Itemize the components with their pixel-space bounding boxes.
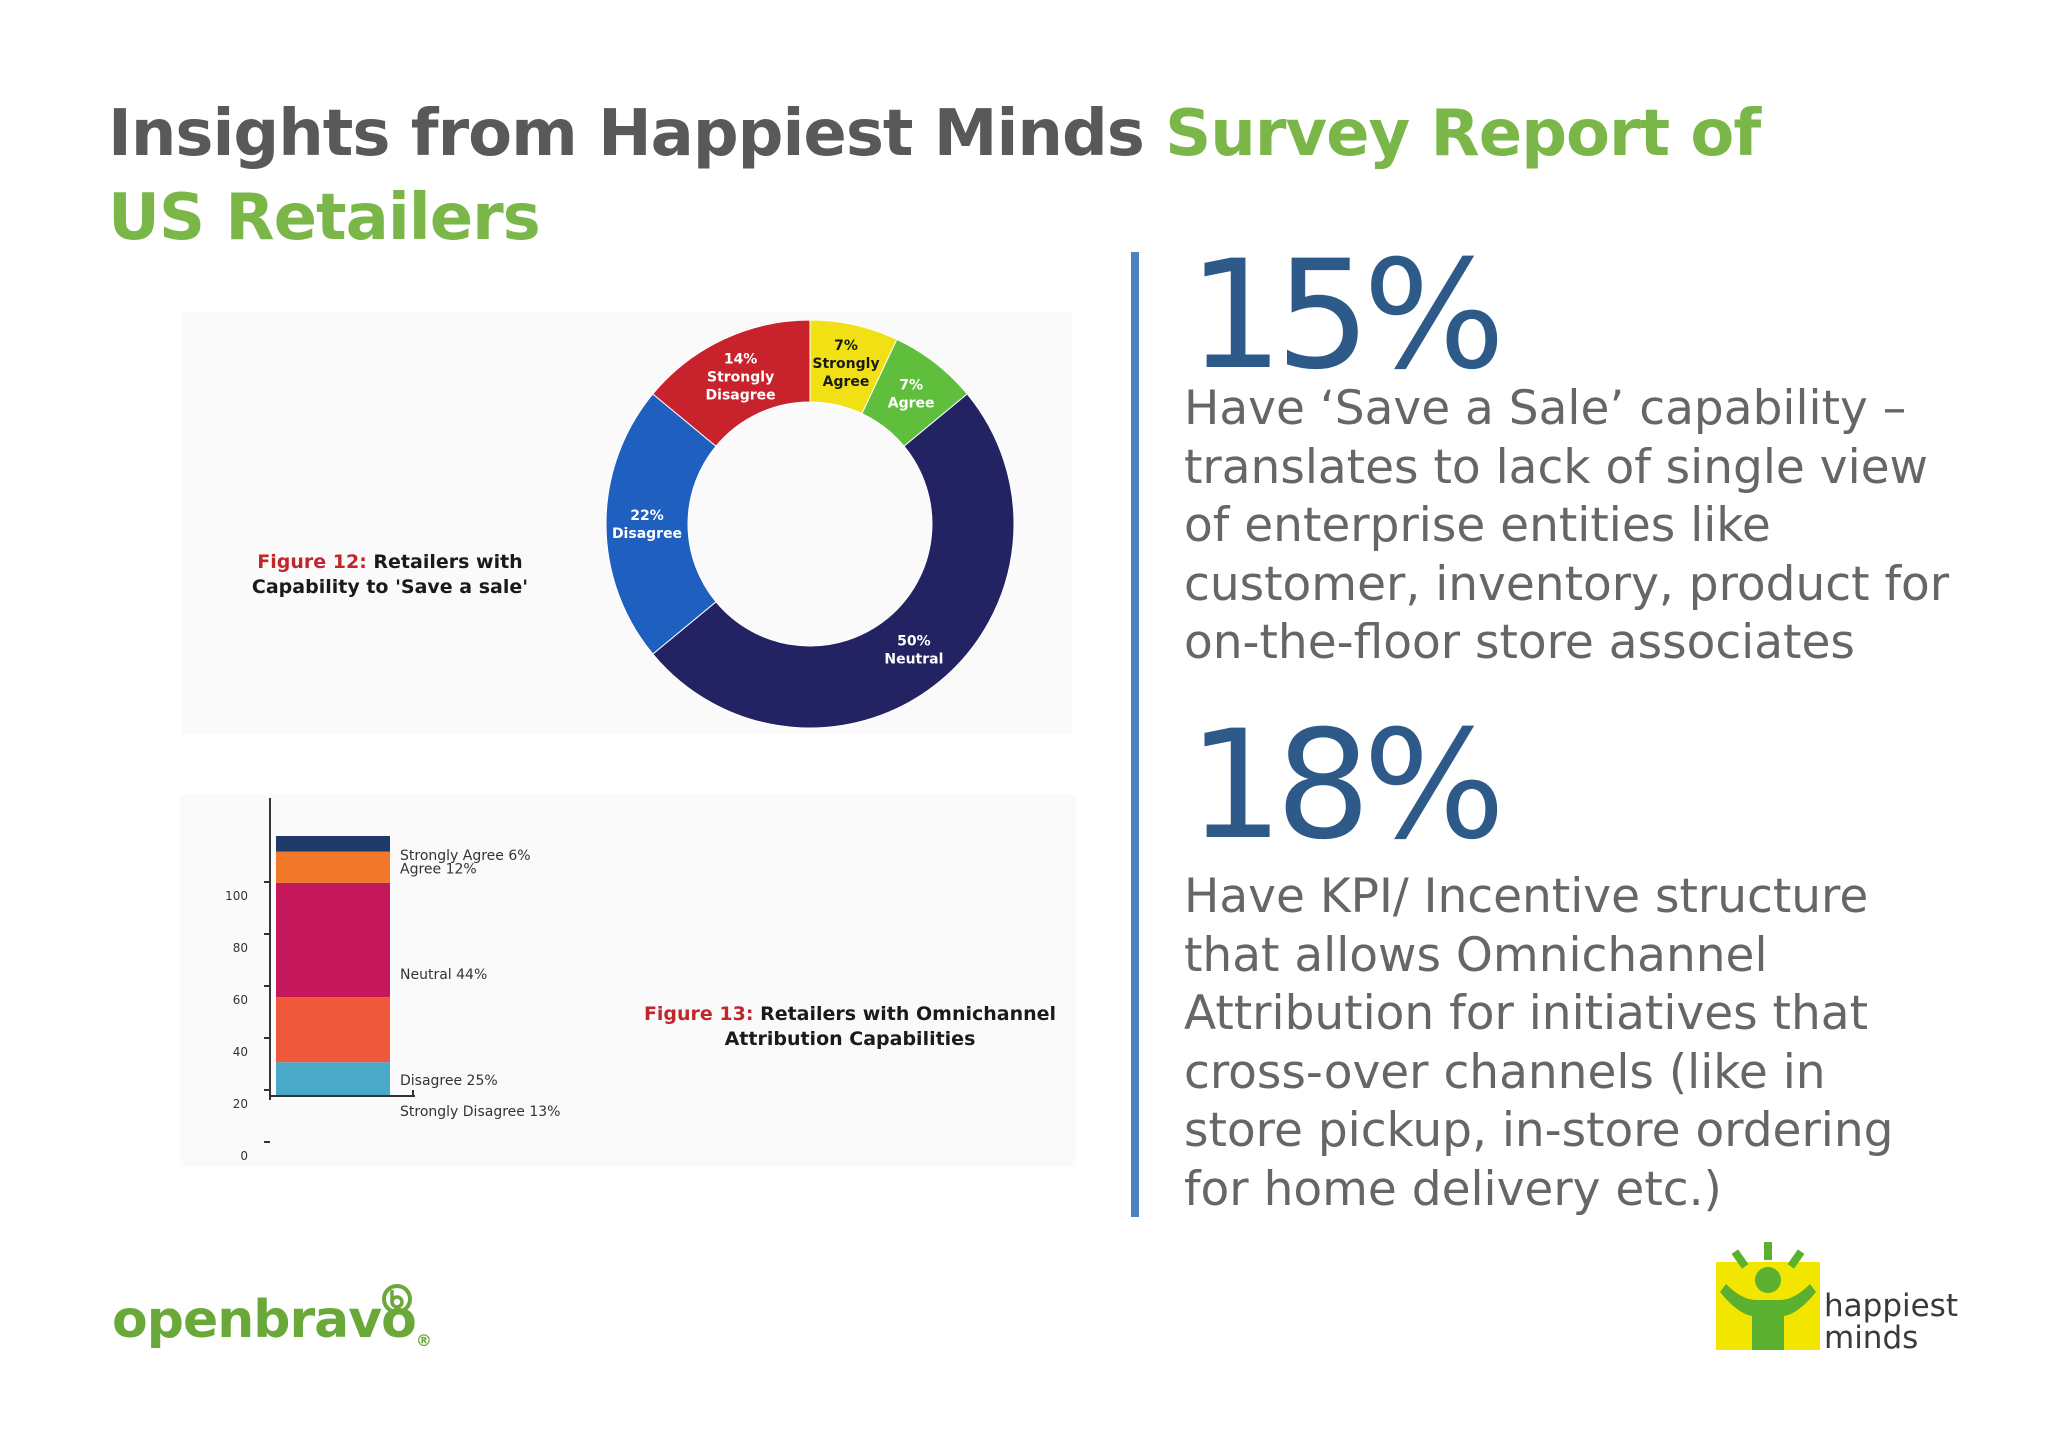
- donut-slice: [652, 319, 811, 447]
- page-title: Insights from Happiest Minds Survey Repo…: [108, 92, 1808, 260]
- donut-slice-label: 7% Strongly Agree: [812, 338, 879, 390]
- stat-2-line: Have KPI/ Incentive structure: [1184, 869, 1869, 924]
- stat-1-line: on-the-floor store associates: [1184, 615, 1855, 670]
- stat-2-line: Attribution for initiatives that: [1184, 986, 1869, 1041]
- figure-12-number: Figure 12:: [257, 551, 367, 573]
- figure-12-caption-text: Retailers with Capability to 'Save a sal…: [251, 551, 529, 598]
- openbravo-logo: openbravo®: [112, 1290, 432, 1350]
- donut-chart: 7% Strongly Agree 7% Agree 50% Neutral 22% Disag…: [605, 319, 1015, 729]
- y-tick-label: 40: [233, 1045, 248, 1059]
- stacked-bar-segment: [276, 997, 390, 1063]
- bar-segment-label: Neutral 44%: [400, 967, 487, 983]
- stacked-bar-segment: [276, 851, 390, 883]
- happiest-minds-line-1: happiest: [1824, 1288, 1958, 1324]
- stacked-bar-chart: 0 20 40 60 80 100 Strongly Disagree 13% Disagre…: [225, 798, 560, 1163]
- happiest-minds-line-2: minds: [1824, 1320, 1919, 1356]
- openbravo-b-icon: [382, 1284, 412, 1314]
- y-tick-label: 80: [233, 941, 248, 955]
- bar-segment-label: Agree 12%: [400, 862, 477, 878]
- stat-1-line: of enterprise entities like: [1184, 498, 1771, 553]
- figure-12-caption: Figure 12: Retailers with Capability to …: [210, 550, 570, 600]
- stacked-bar-segment: [276, 1062, 390, 1096]
- bar-segment-label: Disagree 25%: [400, 1073, 498, 1089]
- stat-2-line: for home delivery etc.): [1184, 1161, 1722, 1217]
- title-part-gray: Insights from Happiest Minds: [108, 97, 1166, 171]
- vertical-divider: [1131, 252, 1139, 1217]
- stat-1-line: translates to lack of single view: [1184, 439, 1928, 495]
- donut-slice: [605, 393, 717, 655]
- stat-2-line: cross-over channels (like in: [1184, 1044, 1826, 1100]
- figure-13-caption-text: Retailers with Omnichannel Attribution C…: [724, 1003, 1057, 1050]
- donut-slice-label: 50% Neutral: [884, 634, 943, 668]
- donut-slice-label: 22% Disagree: [612, 508, 682, 542]
- stacked-bar-segment: [276, 836, 390, 852]
- stacked-bar-segment: [276, 882, 390, 998]
- happiest-minds-logo-icon: [1716, 1242, 1820, 1350]
- bar-segment-label: Strongly Agree 6%: [400, 848, 531, 864]
- stat-1-line: Have ‘Save a Sale’ capability –: [1184, 381, 1907, 436]
- donut-slice-label: 14% Strongly Disagree: [706, 352, 776, 404]
- donut-slice: [652, 393, 1015, 729]
- stat-1-value: 15%: [1188, 229, 1505, 403]
- figure-13-caption: Figure 13: Retailers with Omnichannel At…: [640, 1002, 1060, 1052]
- openbravo-wordmark: openbravo: [112, 1290, 417, 1350]
- stat-2-value: 18%: [1188, 699, 1505, 873]
- figure-13-number: Figure 13:: [643, 1003, 754, 1025]
- y-tick-label: 100: [225, 889, 248, 903]
- stat-1-line: customer, inventory, product for: [1184, 556, 1950, 612]
- stat-1-description: Have ‘Save a Sale’ capability – translat…: [1184, 380, 2014, 673]
- stat-2-line: store pickup, in-store ordering: [1184, 1103, 1894, 1158]
- stat-2-line: that allows Omnichannel: [1184, 927, 1768, 983]
- stat-2-description: Have KPI/ Incentive structure that allow…: [1184, 868, 2014, 1219]
- y-tick-label: 20: [233, 1097, 248, 1111]
- donut-slice-label: 7% Agree: [888, 378, 935, 412]
- happiest-minds-wordmark: happiest minds: [1824, 1290, 1958, 1354]
- y-tick-label: 60: [233, 993, 248, 1007]
- bar-segment-label: Strongly Disagree 13%: [400, 1104, 560, 1120]
- title-part-green: Survey Report of US Retailers: [108, 97, 1761, 255]
- y-tick-label: 0: [240, 1149, 248, 1163]
